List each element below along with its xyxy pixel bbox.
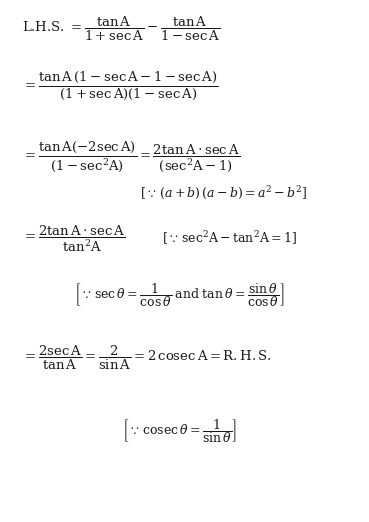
Text: $= \dfrac{\mathrm{tan\,A}\,(1-\mathrm{sec\,A}-1-\mathrm{sec\,A})}{(1+\mathrm{sec: $= \dfrac{\mathrm{tan\,A}\,(1-\mathrm{se… [22, 70, 219, 102]
Text: $= \dfrac{\mathrm{tan\,A}(-2\mathrm{sec\,A})}{(1-\mathrm{sec}^2\mathrm{A})} = \d: $= \dfrac{\mathrm{tan\,A}(-2\mathrm{sec\… [22, 139, 240, 174]
Text: $[\because\,\mathrm{sec}^2\mathrm{A}-\mathrm{tan}^2\mathrm{A}=1]$: $[\because\,\mathrm{sec}^2\mathrm{A}-\ma… [162, 230, 297, 247]
Text: $[\because\,(a+b)\,(a-b)=a^2-b^2]$: $[\because\,(a+b)\,(a-b)=a^2-b^2]$ [140, 184, 307, 200]
Text: $= \dfrac{2\mathrm{tan\,A}\cdot\mathrm{sec\,A}}{\mathrm{tan}^2\mathrm{A}}$: $= \dfrac{2\mathrm{tan\,A}\cdot\mathrm{s… [22, 223, 125, 254]
Text: $\left[\because\,\mathrm{cosec}\,\theta = \dfrac{1}{\mathrm{sin}\,\theta}\right]: $\left[\because\,\mathrm{cosec}\,\theta … [122, 417, 237, 445]
Text: $= \dfrac{2\mathrm{sec\,A}}{\mathrm{tan\,A}} = \dfrac{2}{\mathrm{sin\,A}} = 2\,\: $= \dfrac{2\mathrm{sec\,A}}{\mathrm{tan\… [22, 343, 272, 372]
Text: $\left[\because\,\mathrm{sec}\,\theta = \dfrac{1}{\mathrm{cos}\,\theta}\;\mathrm: $\left[\because\,\mathrm{sec}\,\theta = … [74, 281, 284, 309]
Text: L.H.S. $= \dfrac{\mathrm{tan\,A}}{1+\mathrm{sec\,A}} - \dfrac{\mathrm{tan\,A}}{1: L.H.S. $= \dfrac{\mathrm{tan\,A}}{1+\mat… [22, 15, 221, 43]
